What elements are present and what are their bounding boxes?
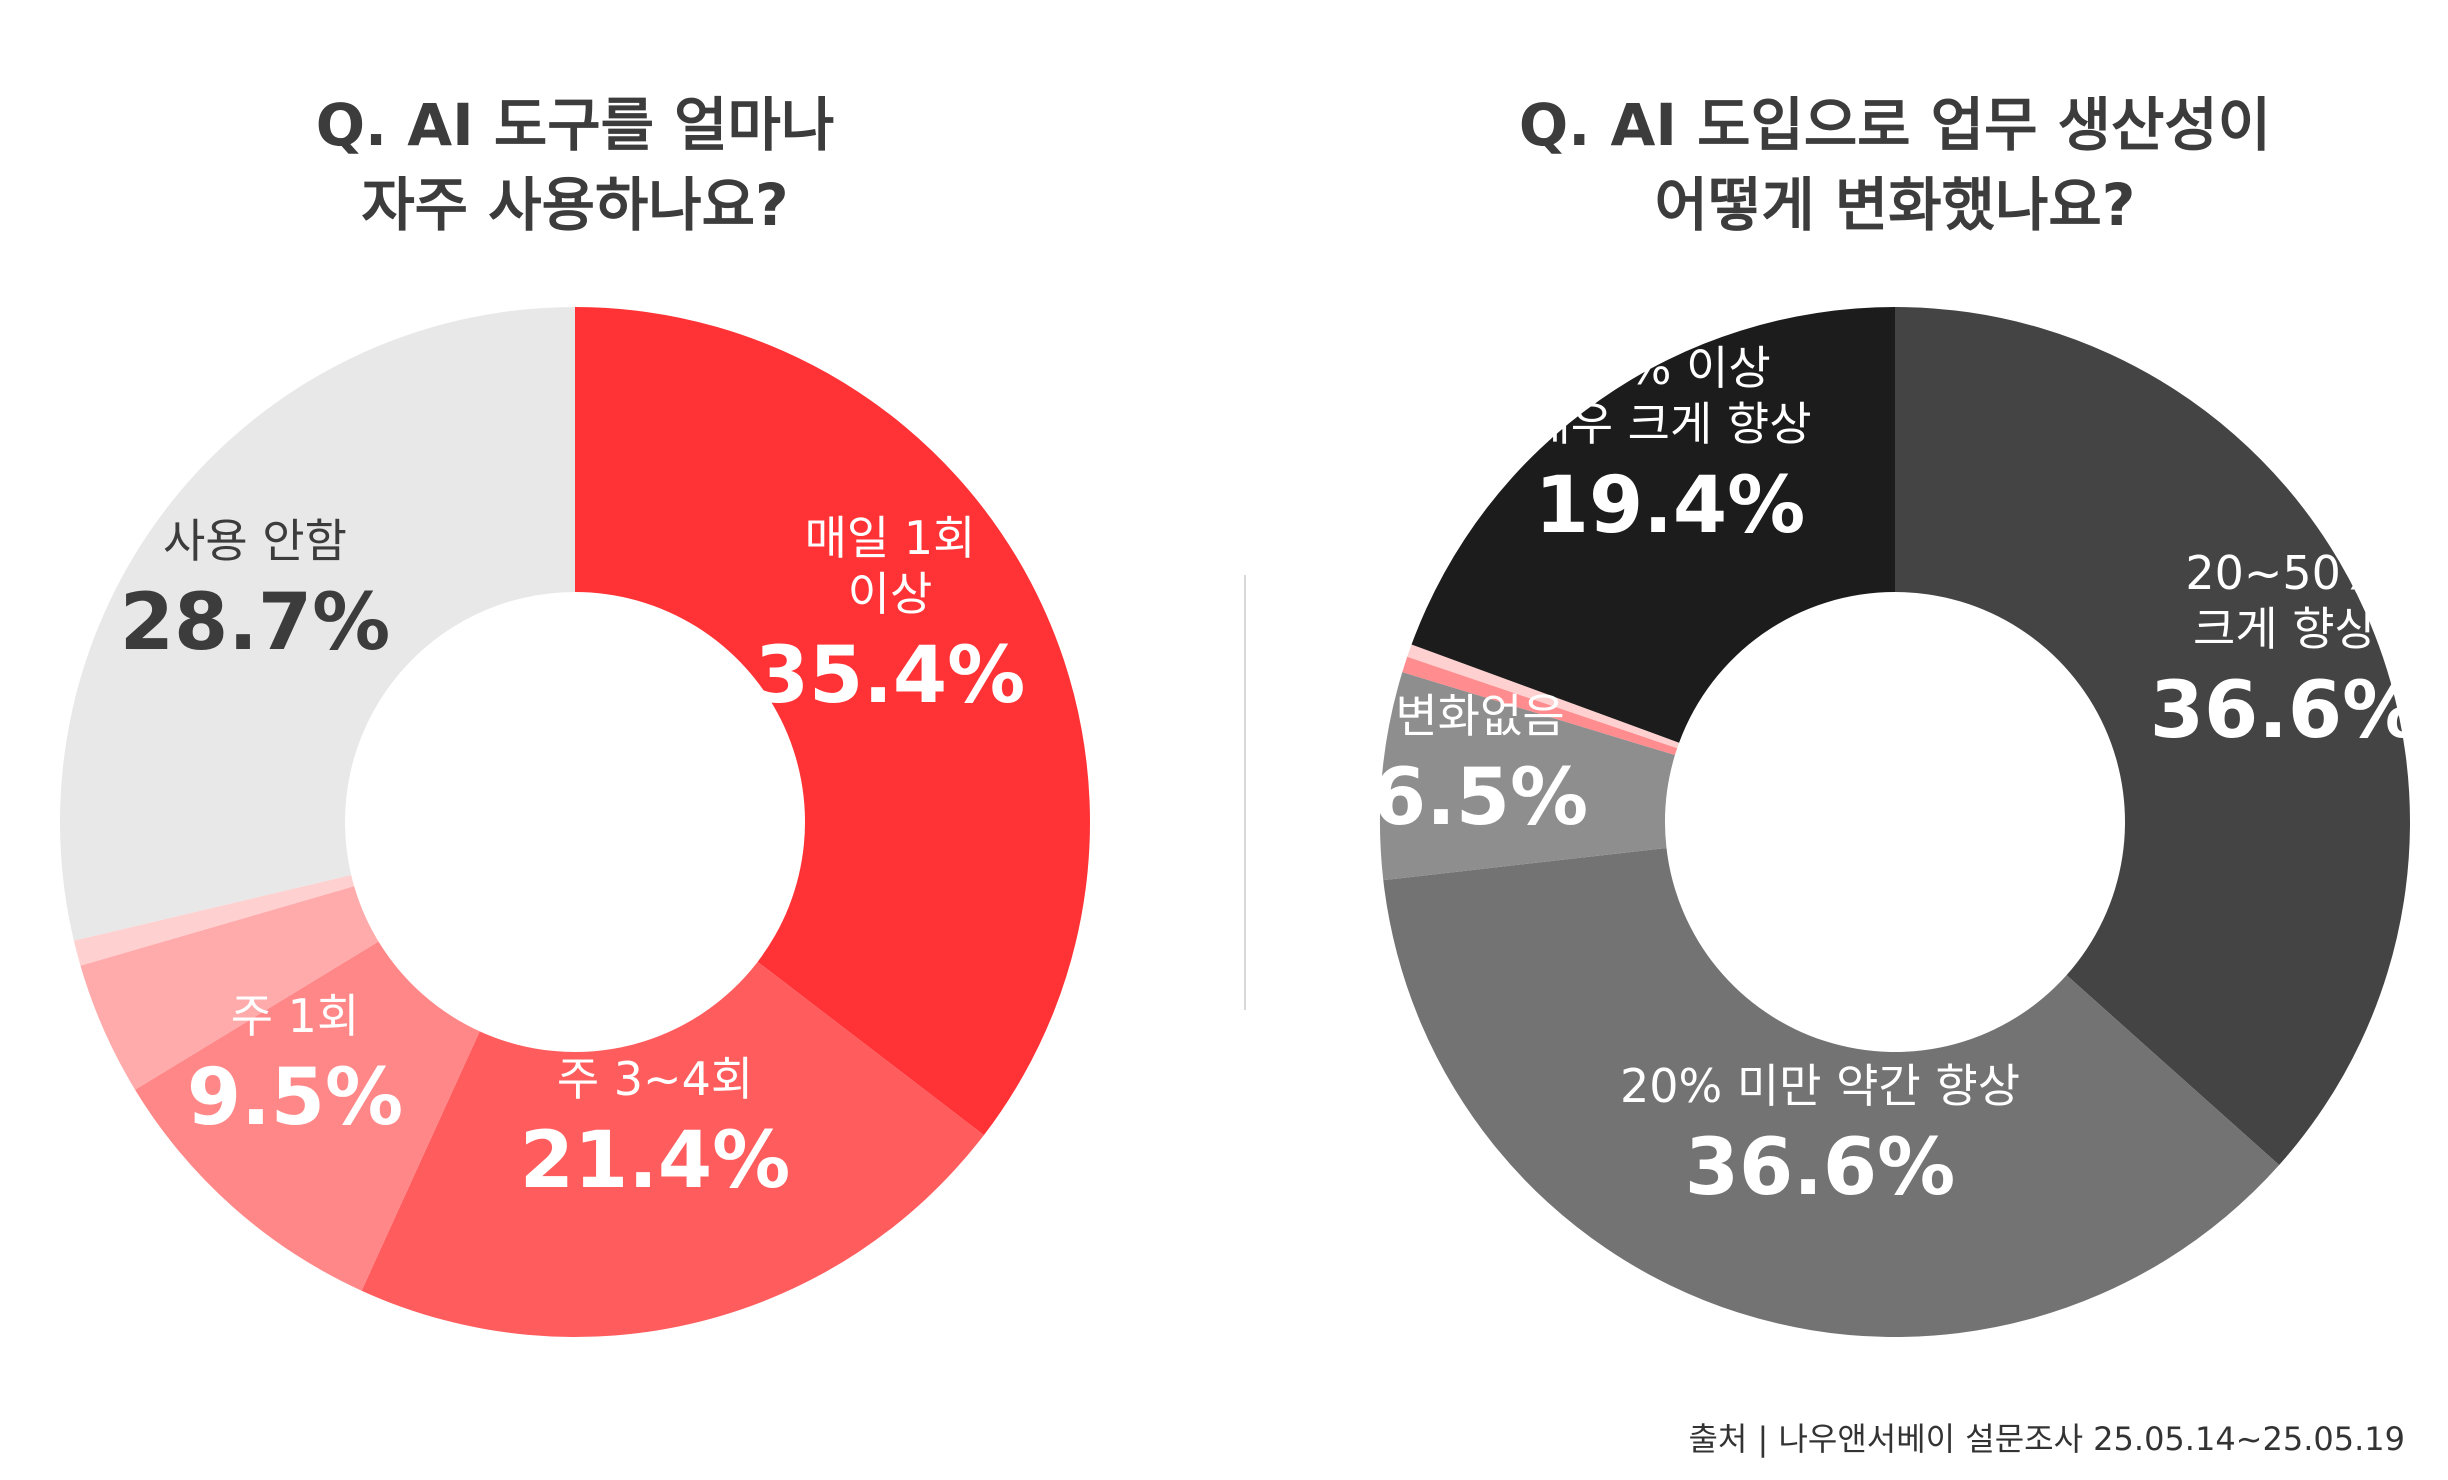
slice-label: 변화없음 [1395, 689, 1564, 743]
chart-title-line: 어떻게 변화했나요? [1655, 171, 2136, 239]
slice-label: 매우 크게 향상 [1528, 397, 1811, 451]
chart-title-line: 자주 사용하나요? [361, 171, 788, 239]
pie-slice [1407, 644, 1680, 749]
slice-label: 크게 향상 [2193, 602, 2377, 656]
pie-slice [1380, 672, 1675, 881]
slice-percent-label: 19.4% [1535, 461, 1806, 551]
slice-percent-label: 35.4% [755, 631, 1026, 721]
source-note: 출처 | 나우앤서베이 설문조사 25.05.14~25.05.19 [1688, 1420, 2405, 1458]
slice-label: 사용 안함 [163, 514, 347, 568]
chart-title-line: Q. AI 도구를 얼마나 [316, 91, 835, 159]
slice-label: 20% 미만 약간 향상 [1620, 1059, 2020, 1113]
slice-label: 매일 1회 [805, 511, 976, 565]
pie-slice [80, 886, 379, 1090]
pie-slice [73, 874, 355, 966]
pie-slice [60, 307, 576, 941]
slice-label: 주 1회 [231, 989, 360, 1043]
slice-percent-label: 21.4% [520, 1116, 791, 1206]
slice-percent-label: 36.6% [2150, 666, 2421, 756]
slice-percent-label: 9.5% [187, 1053, 403, 1143]
pie-slice [575, 307, 1090, 1136]
slice-label: 이상 [848, 567, 933, 621]
chart-title-line: Q. AI 도입으로 업무 생산성이 [1519, 91, 2271, 159]
pie-slice [135, 941, 480, 1291]
pie-slice [361, 961, 984, 1338]
pie-slice [1411, 307, 1895, 743]
slice-label: 주 3~4회 [557, 1052, 753, 1106]
slice-label: 20~50% [2185, 546, 2384, 600]
pie-slice [1895, 307, 2410, 1165]
slice-percent-label: 6.5% [1372, 753, 1588, 843]
pie-slice [1383, 847, 2280, 1337]
slice-percent-label: 28.7% [120, 578, 391, 668]
slice-percent-label: 36.6% [1685, 1123, 1956, 1213]
pie-slice [1402, 656, 1678, 756]
slice-label: 50% 이상 [1569, 341, 1771, 395]
